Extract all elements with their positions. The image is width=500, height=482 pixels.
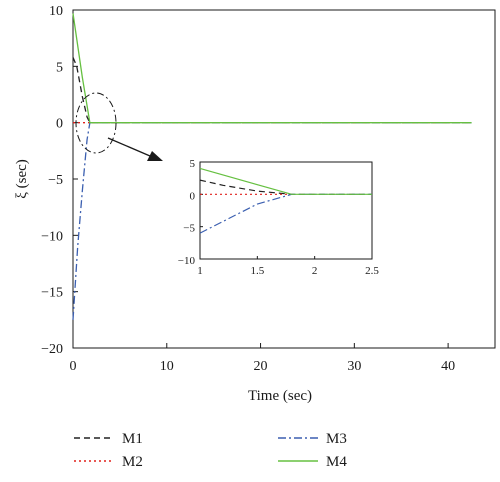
inset-series-m1-line	[199, 179, 372, 195]
main-y-tick-label: 5	[56, 60, 63, 75]
main-y-tick-label: 0	[56, 117, 63, 132]
zoom-region-ellipse	[75, 92, 117, 154]
x-axis-label: Time (sec)	[248, 388, 312, 404]
inset-y-tick-label: −10	[178, 255, 196, 267]
main-y-tick-label: −20	[41, 342, 63, 357]
legend-label-m1: M1	[122, 431, 143, 447]
inset-plot-frame	[199, 161, 373, 260]
inset-y-tick-label: −5	[183, 223, 195, 235]
main-x-tick-label: 30	[347, 359, 361, 374]
inset-x-tick-label: 1	[197, 265, 203, 277]
y-axis-label: ξ (sec)	[14, 159, 30, 199]
main-y-tick-label: −15	[41, 286, 63, 301]
legend-label-m2: M2	[122, 454, 143, 470]
inset-y-tick-label: 5	[190, 158, 196, 170]
zoom-arrowhead	[147, 151, 163, 161]
main-y-tick-label: 10	[49, 4, 63, 19]
inset-x-tick-label: 1.5	[250, 265, 264, 277]
main-y-tick-label: −10	[41, 229, 63, 244]
main-x-tick-label: 10	[160, 359, 174, 374]
main-x-tick-label: 40	[441, 359, 455, 374]
main-y-tick-label: −5	[48, 173, 63, 188]
zoom-annotation	[75, 92, 163, 161]
inset-x-tick-label: 2	[312, 265, 318, 277]
inset-y-tick-label: 0	[190, 190, 196, 202]
main-series-m4-line	[72, 13, 472, 124]
zoom-arrow-line	[107, 137, 151, 157]
inset-plot: 1 1.5 2 2.5 5 0 −5 −10	[178, 158, 380, 277]
inset-series-m4-line	[199, 167, 372, 195]
legend-label-m3: M3	[326, 431, 347, 447]
legend: M1 M2 M3 M4	[74, 431, 347, 470]
main-x-tick-label: 0	[70, 359, 77, 374]
inset-x-tick-label: 2.5	[365, 265, 379, 277]
main-x-tick-label: 20	[254, 359, 268, 374]
legend-label-m4: M4	[326, 454, 347, 470]
inset-series-m3-line	[199, 193, 372, 234]
